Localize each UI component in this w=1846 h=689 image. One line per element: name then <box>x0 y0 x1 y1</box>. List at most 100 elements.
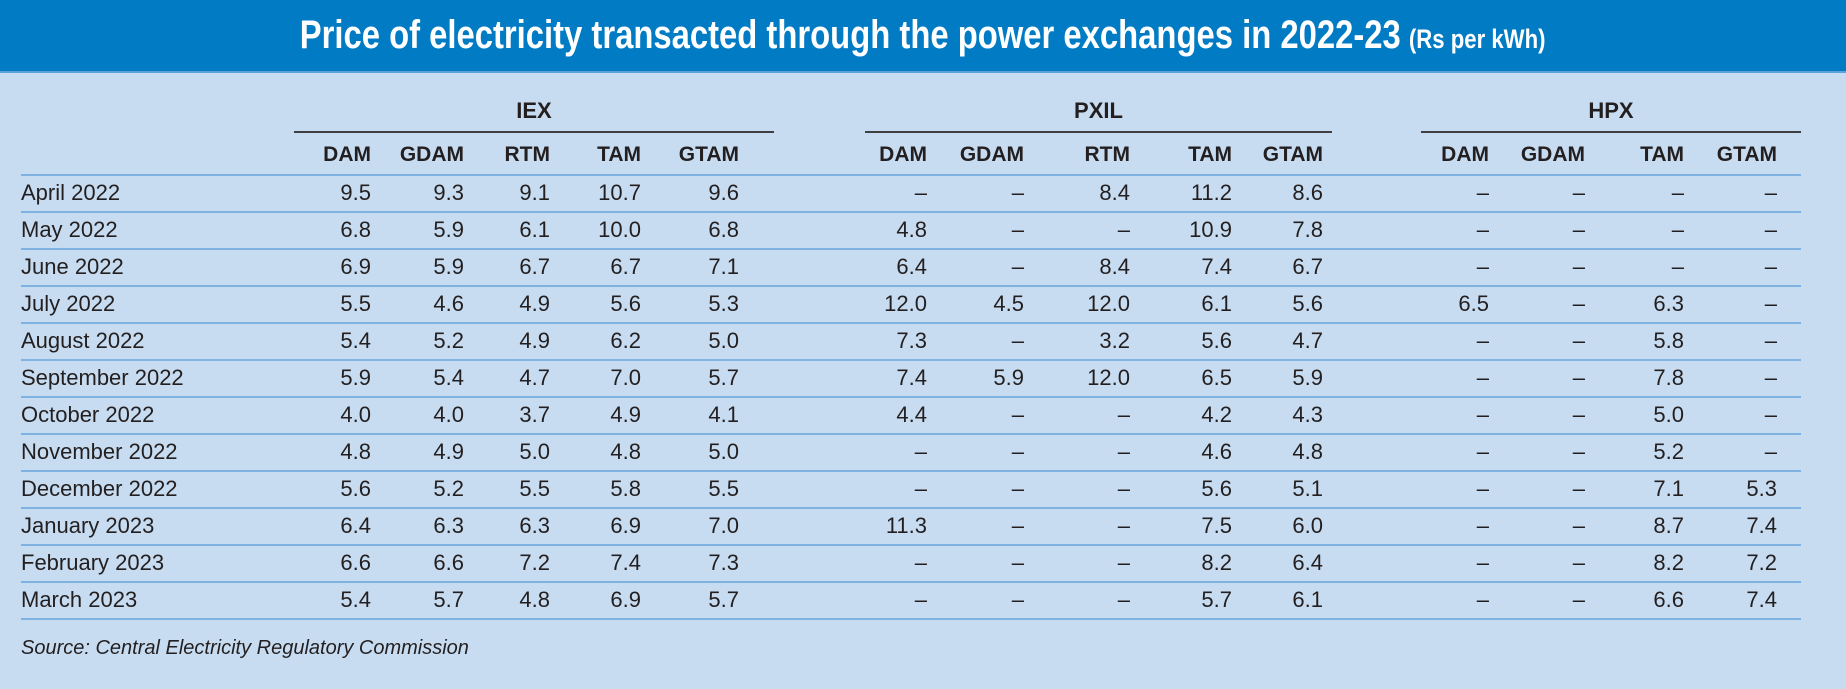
table-cell: 4.0 <box>340 402 371 427</box>
table-cell: 4.8 <box>340 439 371 464</box>
table-cell: – <box>1572 254 1585 279</box>
table-cell: 7.4 <box>610 550 641 575</box>
table-cell: 6.1 <box>519 217 550 242</box>
table-cell: 10.9 <box>1189 217 1232 242</box>
table-cell: 5.5 <box>708 476 739 501</box>
table-cell: – <box>1011 550 1024 575</box>
table-cell: 8.2 <box>1653 550 1684 575</box>
table-cell: – <box>1117 439 1130 464</box>
table-cell: 6.2 <box>610 328 641 353</box>
table-cell: 5.9 <box>340 365 371 390</box>
table-cell: 5.9 <box>993 365 1024 390</box>
table-cell: 5.0 <box>708 328 739 353</box>
table-cell: 7.4 <box>896 365 927 390</box>
table-cell: – <box>914 476 927 501</box>
table-cell: 12.0 <box>1087 365 1130 390</box>
table-cell: 6.3 <box>433 513 464 538</box>
row-label: May 2022 <box>21 217 118 242</box>
table-cell: – <box>1764 291 1777 316</box>
row-label: November 2022 <box>21 439 178 464</box>
row-divider <box>21 322 1801 324</box>
column-header-pxil-gtam: GTAM <box>1262 143 1323 166</box>
table-cell: 6.0 <box>1292 513 1323 538</box>
column-header-pxil-rtm: RTM <box>1084 143 1131 166</box>
table-cell: 12.0 <box>884 291 927 316</box>
table-cell: – <box>1671 254 1684 279</box>
table-cell: 4.8 <box>519 587 550 612</box>
table-cell: 5.4 <box>340 328 371 353</box>
table-cell: 6.4 <box>340 513 371 538</box>
group-underline <box>294 131 774 133</box>
table-cell: 5.4 <box>340 587 371 612</box>
column-header-hpx-dam: DAM <box>1441 143 1489 166</box>
table-cell: 4.9 <box>433 439 464 464</box>
row-label: September 2022 <box>21 365 184 390</box>
table-cell: 5.6 <box>340 476 371 501</box>
table-cell: – <box>1011 402 1024 427</box>
table-cell: 5.2 <box>1653 439 1684 464</box>
table-cell: 4.2 <box>1201 402 1232 427</box>
table-cell: – <box>1764 180 1777 205</box>
table-cell: – <box>1011 328 1024 353</box>
table-cell: – <box>1572 365 1585 390</box>
table-cell: 5.2 <box>433 476 464 501</box>
table-cell: – <box>1572 439 1585 464</box>
table-cell: 8.6 <box>1292 180 1323 205</box>
table-cell: 5.5 <box>519 476 550 501</box>
table-cell: – <box>1572 513 1585 538</box>
table-cell: – <box>1011 476 1024 501</box>
group-underline <box>1421 131 1801 133</box>
table-title: Price of electricity transacted through … <box>300 13 1402 57</box>
group-header-pxil: PXIL <box>1074 98 1123 123</box>
table-cell: 6.4 <box>896 254 927 279</box>
column-header-iex-rtm: RTM <box>504 143 551 166</box>
table-cell: 6.6 <box>433 550 464 575</box>
table-cell: – <box>1764 402 1777 427</box>
table-cell: 9.5 <box>340 180 371 205</box>
table-cell: 5.1 <box>1292 476 1323 501</box>
table-cell: 5.0 <box>1653 402 1684 427</box>
table-cell: – <box>1117 402 1130 427</box>
row-divider <box>21 581 1801 583</box>
table-cell: 6.6 <box>1653 587 1684 612</box>
table-cell: 4.5 <box>993 291 1024 316</box>
table-cell: – <box>1476 254 1489 279</box>
table-cell: 6.7 <box>519 254 550 279</box>
table-cell: 6.3 <box>1653 291 1684 316</box>
table-cell: 6.4 <box>1292 550 1323 575</box>
row-divider <box>21 470 1801 472</box>
table-cell: 5.9 <box>433 217 464 242</box>
row-divider <box>21 507 1801 509</box>
table-cell: – <box>1671 217 1684 242</box>
table-cell: 6.9 <box>610 513 641 538</box>
row-label: July 2022 <box>21 291 116 316</box>
column-header-pxil-dam: DAM <box>879 143 927 166</box>
table-cell: – <box>1476 365 1489 390</box>
table-cell: 7.4 <box>1746 587 1777 612</box>
column-header-iex-gdam: GDAM <box>399 143 464 166</box>
table-cell: 11.2 <box>1190 180 1232 205</box>
source-note: Source: Central Electricity Regulatory C… <box>21 637 469 659</box>
table-cell: 4.9 <box>519 291 550 316</box>
table-unit: (Rs per kWh) <box>1409 24 1546 54</box>
row-divider <box>21 618 1801 620</box>
table-cell: – <box>1117 550 1130 575</box>
table-cell: 5.9 <box>433 254 464 279</box>
row-label: August 2022 <box>21 328 145 353</box>
table-cell: 5.0 <box>708 439 739 464</box>
table-cell: 5.7 <box>1201 587 1232 612</box>
table-cell: 7.2 <box>519 550 550 575</box>
row-label: March 2023 <box>21 587 138 612</box>
table-cell: – <box>1671 180 1684 205</box>
table-cell: – <box>1011 217 1024 242</box>
table-cell: – <box>1572 476 1585 501</box>
table-cell: 6.8 <box>708 217 739 242</box>
table-cell: 4.9 <box>519 328 550 353</box>
table-cell: – <box>1572 587 1585 612</box>
table-cell: – <box>1476 439 1489 464</box>
table-cell: 6.1 <box>1201 291 1232 316</box>
table-cell: 8.2 <box>1201 550 1232 575</box>
table-cell: – <box>1572 180 1585 205</box>
table-cell: 5.6 <box>1292 291 1323 316</box>
table-cell: – <box>1011 587 1024 612</box>
